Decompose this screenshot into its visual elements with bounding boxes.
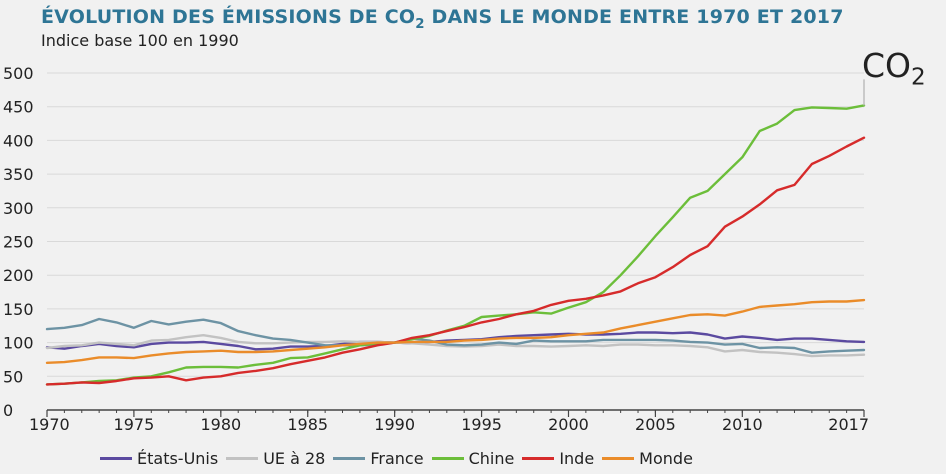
y-tick-label: 300 (3, 199, 34, 218)
y-tick-label: 0 (3, 401, 13, 420)
x-tick-label: 1970 (29, 415, 70, 434)
x-tick-label: 1995 (461, 415, 502, 434)
y-tick-label: 150 (3, 300, 34, 319)
x-tick-label: 1990 (374, 415, 415, 434)
y-tick-label: 100 (3, 334, 34, 353)
y-tick-label: 350 (3, 165, 34, 184)
x-tick-label: 2000 (548, 415, 589, 434)
x-tick-label: 2005 (635, 415, 676, 434)
y-tick-label: 450 (3, 98, 34, 117)
legend-label: UE à 28 (263, 448, 326, 468)
legend-label: États-Unis (137, 448, 219, 468)
legend-item: UE à 28 (226, 449, 325, 468)
chart-title: ÉVOLUTION DES ÉMISSIONS DE CO2 DANS LE M… (41, 6, 844, 32)
y-tick-label: 500 (3, 64, 34, 83)
x-tick-label: 2017 (828, 415, 869, 434)
legend-label: Chine (468, 448, 515, 468)
legend-swatch (522, 456, 555, 460)
legend-swatch (226, 456, 259, 460)
legend-swatch (333, 456, 366, 460)
legend-label: Inde (559, 448, 595, 468)
x-tick-label: 2010 (722, 415, 763, 434)
legend-swatch (100, 456, 132, 460)
legend-item: Inde (522, 449, 594, 468)
series-lines (45, 79, 866, 386)
legend-swatch (602, 456, 635, 460)
legend-item: France (333, 448, 424, 468)
y-tick-label: 250 (3, 233, 34, 252)
legend-item: États-Unis (100, 449, 218, 468)
legend-item: Monde (602, 449, 693, 468)
x-tick-label: 1985 (287, 415, 328, 434)
legend-label: Monde (639, 448, 693, 468)
legend-item: Chine (431, 448, 515, 468)
series-line-ue-a-28 (45, 334, 866, 358)
series-line-monde (45, 298, 866, 364)
x-tick-label: 1980 (200, 415, 241, 434)
co2-label: CO2 (862, 46, 926, 91)
x-tick-label: 1975 (114, 415, 155, 434)
chart-subtitle: Indice base 100 en 1990 (41, 31, 239, 50)
legend-swatch (431, 456, 464, 460)
y-tick-label: 400 (3, 131, 34, 150)
legend-label: France (370, 448, 424, 468)
axes: 0 50 100 150 200 250 300 350 400 450 500 1970 1975 19… (3, 64, 869, 434)
series-line-france (45, 317, 866, 354)
chart-legend: États-Unis UE à 28 France Chine Inde Monde (100, 447, 701, 469)
y-tick-label: 200 (3, 266, 34, 285)
y-tick-label: 50 (3, 367, 23, 386)
gridlines (47, 72, 864, 411)
series-line-inde (45, 136, 866, 386)
